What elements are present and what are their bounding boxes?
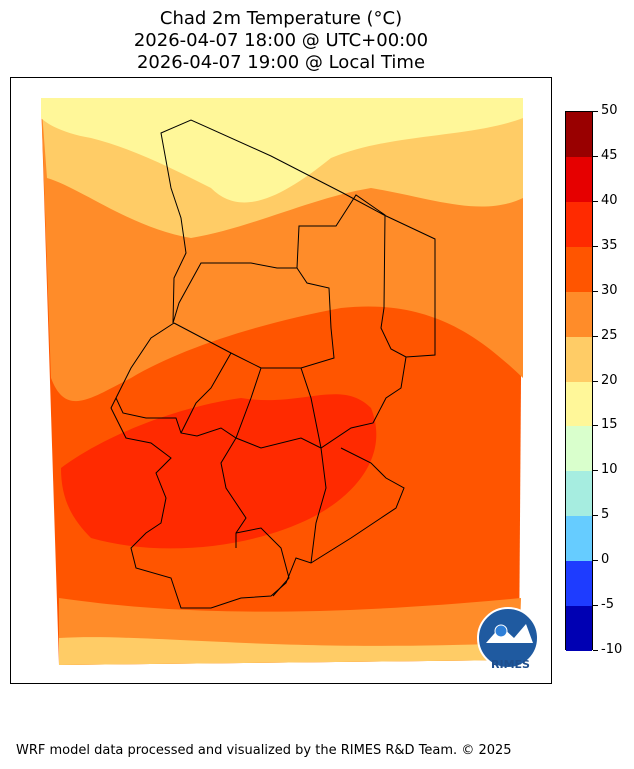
rimes-logo-icon	[477, 607, 539, 669]
color-legend-segment	[566, 561, 592, 607]
color-legend-label: 5	[601, 507, 610, 523]
color-legend-tick	[593, 470, 598, 472]
color-legend-tick	[593, 650, 598, 651]
rimes-logo-text: RIMES	[491, 658, 530, 671]
color-legend-label: 10	[601, 462, 618, 478]
color-legend-tick	[593, 560, 598, 562]
color-legend-label: -5	[601, 597, 614, 613]
temperature-field-hot-core	[61, 394, 377, 549]
color-legend-segment	[566, 426, 592, 472]
color-legend-segment	[566, 112, 592, 158]
color-legend-segment	[566, 246, 592, 293]
color-legend-bar	[565, 111, 593, 652]
color-legend-tick	[593, 605, 598, 607]
color-legend-label: 50	[601, 103, 618, 118]
color-legend-tick	[593, 425, 598, 427]
map-title-line2: 2026-04-07 18:00 @ UTC+00:00	[133, 30, 429, 51]
footer-credit: WRF model data processed and visualized …	[16, 743, 512, 758]
color-legend-label: 15	[601, 417, 618, 433]
map-panel: RIMES	[10, 77, 552, 684]
color-legend-label: 25	[601, 327, 618, 343]
color-legend-segment	[566, 381, 592, 427]
color-legend-tick	[593, 245, 598, 247]
color-legend-label: 0	[601, 552, 610, 568]
color-legend-segment	[566, 201, 592, 248]
color-legend-tick	[593, 335, 598, 337]
color-legend-tick	[593, 200, 598, 202]
color-legend-segment	[566, 156, 592, 203]
map-title-line3: 2026-04-07 19:00 @ Local Time	[136, 52, 426, 73]
color-legend-label: 20	[601, 372, 618, 388]
color-legend-segment	[566, 336, 592, 382]
color-legend-label: 40	[601, 192, 618, 208]
color-legend-label: 30	[601, 282, 618, 298]
color-legend-tick	[593, 155, 598, 157]
map-title-line1: Chad 2m Temperature (°C)	[159, 8, 403, 29]
color-legend-tick	[593, 111, 598, 112]
color-legend-segment	[566, 606, 592, 652]
color-legend-segment	[566, 471, 592, 517]
temperature-map: RIMES	[41, 98, 539, 671]
color-legend-label: 35	[601, 237, 618, 253]
temperature-field-south-edge	[59, 637, 519, 665]
color-legend-tick	[593, 380, 598, 382]
temperature-field-cool-north	[41, 98, 523, 203]
color-legend-segment	[566, 516, 592, 562]
color-legend-label: 45	[601, 147, 618, 163]
color-legend-tick	[593, 290, 598, 292]
country-border	[110, 119, 436, 609]
color-legend-tick	[593, 515, 598, 517]
color-legend-label: -10	[601, 642, 623, 657]
color-legend-segment	[566, 291, 592, 338]
